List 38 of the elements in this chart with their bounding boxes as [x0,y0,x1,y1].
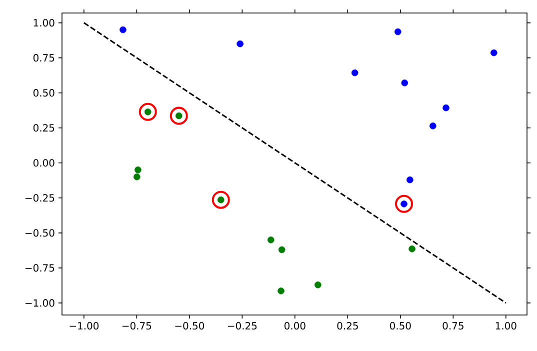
point [408,245,416,252]
y-tick-label: 0.75 [33,54,54,62]
point [120,26,126,34]
point [490,49,498,56]
y-tick-label: 0.25 [33,124,54,132]
point [394,28,402,36]
point [314,281,322,288]
y-tick-label: −0.50 [26,229,54,237]
point [278,246,286,254]
x-tick-label: −0.50 [175,322,204,330]
x-tick-label: −1.00 [70,322,99,330]
x-tick-label: 0.75 [442,322,464,330]
point [134,173,140,180]
x-tick-label: −0.75 [122,322,152,330]
point [406,176,414,184]
point [430,122,436,130]
y-tick-label: −1.00 [26,299,54,307]
point [401,79,408,86]
x-tick-label: 0.00 [284,322,306,330]
point [138,102,157,121]
point [395,194,414,213]
y-tick-label: 0.50 [33,89,54,97]
point [212,190,230,209]
point [278,288,284,294]
y-tick-label: −0.25 [26,194,54,202]
y-tick-label: −0.75 [26,264,54,272]
x-tick-label: 1.00 [496,322,516,330]
x-tick-label: 0.25 [337,322,358,330]
point [236,40,244,48]
x-tick-label: 0.50 [390,322,411,330]
point [170,106,188,125]
point [442,104,450,112]
y-tick-label: 1.00 [34,19,54,27]
x-tick-label: −0.25 [228,322,257,330]
point [134,166,142,174]
point [351,69,358,76]
point [267,236,274,244]
y-tick-label: 0.00 [33,159,54,167]
